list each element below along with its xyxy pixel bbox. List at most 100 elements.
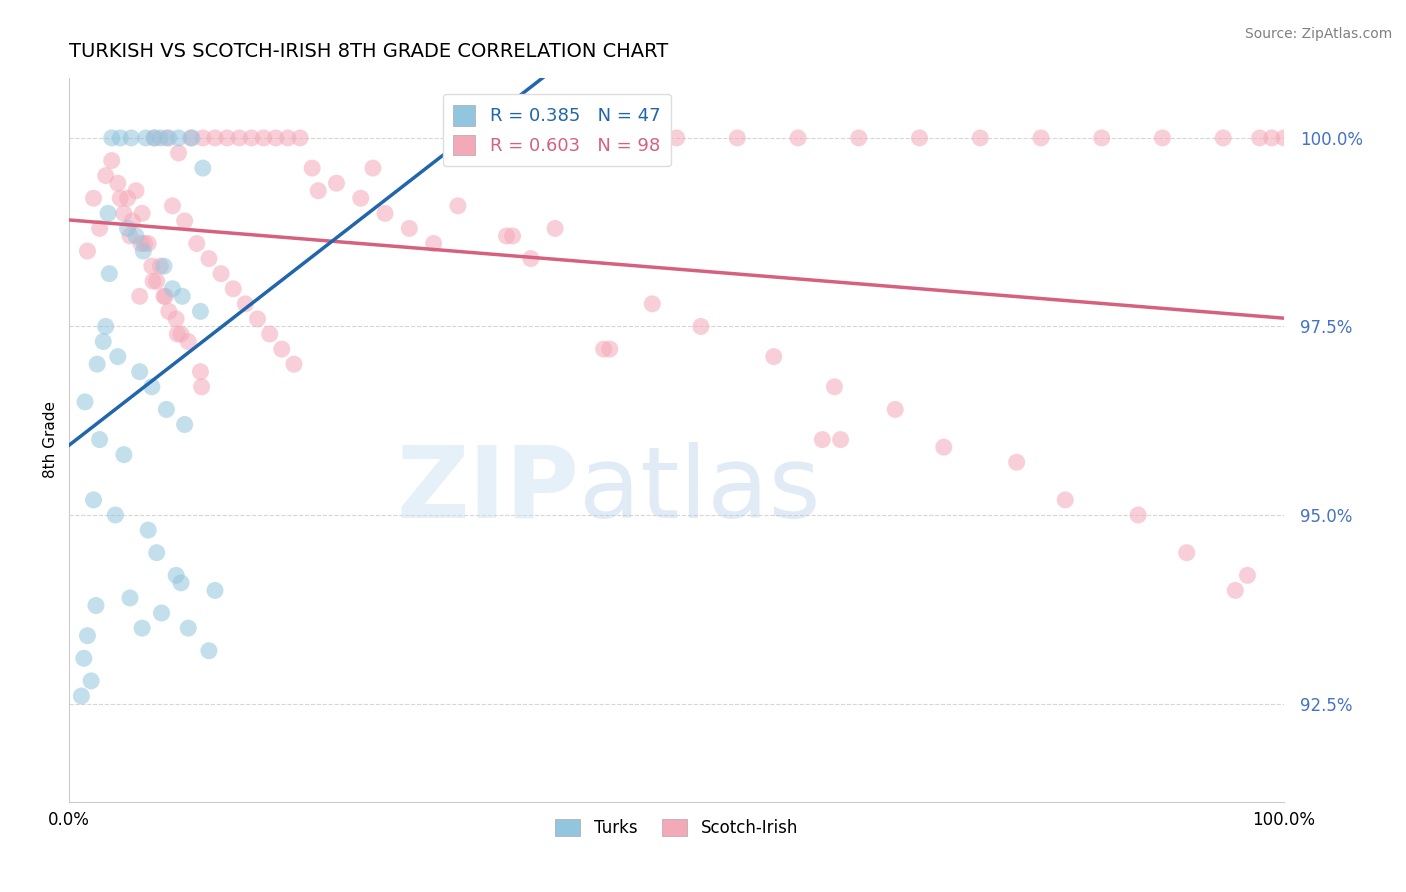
Point [165,568,187,582]
Point [141,380,163,394]
Point [180,131,202,145]
Point [73,395,96,409]
Point [908,131,931,145]
Point [136,236,159,251]
Point [100,153,122,168]
Point [136,523,159,537]
Point [173,214,195,228]
Point [605,131,627,145]
Point [107,350,129,364]
Point [270,342,292,356]
Point [131,621,153,635]
Point [86,357,108,371]
Point [1029,131,1052,145]
Point [665,131,688,145]
Point [129,236,152,251]
Point [117,191,139,205]
Point [131,206,153,220]
Point [118,591,141,605]
Point [153,259,176,273]
Point [97,206,120,220]
Point [592,342,614,356]
Point [91,334,114,349]
Point [153,289,176,303]
Point [217,131,239,145]
Point [190,380,212,394]
Point [235,297,257,311]
Point [1091,131,1114,145]
Point [149,259,172,273]
Point [186,236,208,251]
Point [288,131,311,145]
Point [1212,131,1234,145]
Point [110,131,132,145]
Point [120,131,142,145]
Point [1272,131,1295,145]
Point [689,319,711,334]
Point [191,131,214,145]
Point [149,131,172,145]
Point [824,380,846,394]
Point [118,229,141,244]
Point [246,312,269,326]
Y-axis label: 8th Grade: 8th Grade [44,401,58,478]
Point [157,131,180,145]
Point [1261,131,1284,145]
Point [165,312,187,326]
Point [117,221,139,235]
Point [325,176,347,190]
Point [107,176,129,190]
Point [143,131,166,145]
Point [1126,508,1149,522]
Point [969,131,991,145]
Point [94,319,117,334]
Point [1005,455,1028,469]
Point [1249,131,1271,145]
Point [811,433,834,447]
Point [502,229,524,244]
Point [84,599,107,613]
Point [259,326,281,341]
Point [128,365,150,379]
Point [787,131,810,145]
Point [73,651,96,665]
Point [283,357,305,371]
Point [222,282,245,296]
Point [155,402,177,417]
Point [112,206,135,220]
Point [398,221,420,235]
Point [641,297,664,311]
Point [100,131,122,145]
Point [240,131,263,145]
Point [125,184,148,198]
Point [83,492,105,507]
Point [932,440,955,454]
Point [170,575,193,590]
Point [350,191,373,205]
Point [177,621,200,635]
Point [141,259,163,273]
Point [190,304,212,318]
Text: atlas: atlas [579,442,821,539]
Point [228,131,250,145]
Point [76,244,98,258]
Point [374,206,396,220]
Point [70,689,93,703]
Point [134,236,156,251]
Point [132,244,155,258]
Point [544,221,567,235]
Point [83,191,105,205]
Point [173,417,195,432]
Point [145,274,167,288]
Point [98,267,121,281]
Point [198,644,221,658]
Point [142,274,165,288]
Point [422,236,444,251]
Point [145,546,167,560]
Point [848,131,870,145]
Point [121,214,143,228]
Point [128,289,150,303]
Point [191,161,214,175]
Text: TURKISH VS SCOTCH-IRISH 8TH GRADE CORRELATION CHART: TURKISH VS SCOTCH-IRISH 8TH GRADE CORREL… [69,42,668,61]
Point [1152,131,1174,145]
